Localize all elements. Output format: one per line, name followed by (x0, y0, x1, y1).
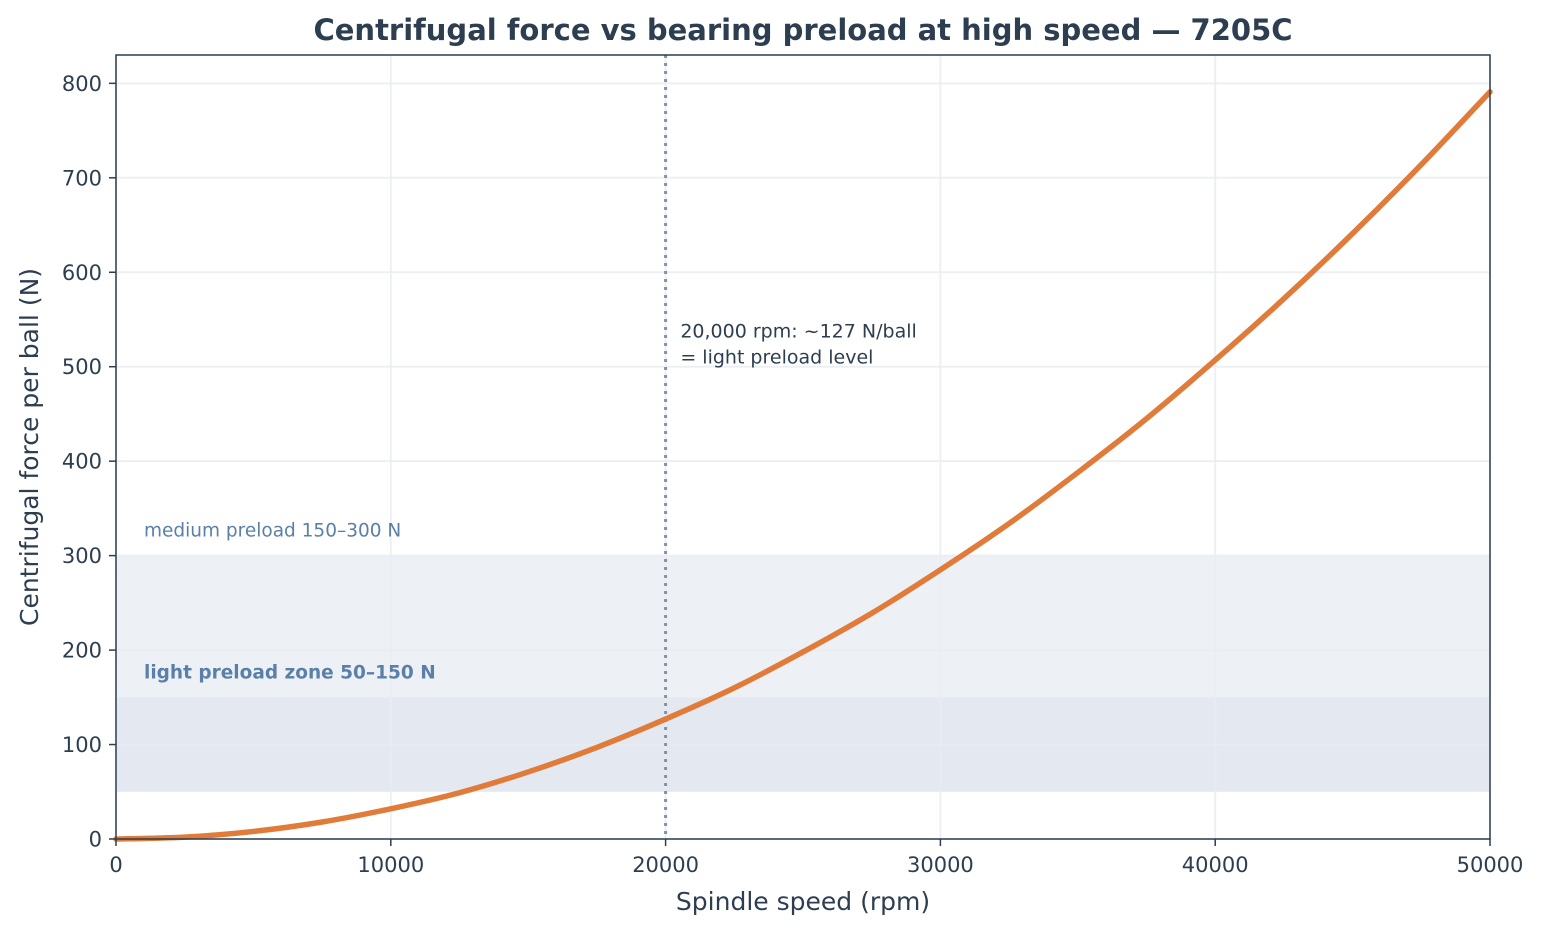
series-layer (113, 89, 1493, 842)
y-tick-label-3: 300 (62, 544, 102, 568)
x-tick-label-3: 30000 (907, 853, 974, 877)
x-tick-label-4: 40000 (1182, 853, 1249, 877)
annotation-line-0: 20,000 rpm: ~127 N/ball (680, 320, 916, 342)
y-axis-label: Centrifugal force per ball (N) (15, 268, 44, 626)
band-labels: medium preload 150–300 N light preload zo… (144, 521, 436, 684)
plot-frame (115, 54, 1491, 840)
annotation-layer: 20,000 rpm: ~127 N/ball = light preload l… (680, 320, 916, 368)
x-tick-label-1: 10000 (357, 853, 424, 877)
y-tick-label-6: 600 (62, 261, 102, 285)
band-label-1: light preload zone 50–150 N (144, 662, 436, 683)
chart-title: Centrifugal force vs bearing preload at … (313, 13, 1292, 47)
x-axis-ticks: 0 10000 20000 30000 40000 50000 (109, 839, 1523, 877)
y-tick-label-8: 800 (62, 72, 102, 96)
x-tick-label-5: 50000 (1457, 853, 1524, 877)
y-tick-label-5: 500 (62, 355, 102, 379)
band-label-0: medium preload 150–300 N (144, 521, 401, 542)
y-tick-label-7: 700 (62, 166, 102, 190)
y-tick-label-1: 100 (62, 733, 102, 757)
x-tick-label-0: 0 (109, 853, 122, 877)
y-axis-ticks: 0 100 200 300 400 500 600 700 800 (62, 72, 116, 852)
x-axis-label: Spindle speed (rpm) (676, 887, 930, 916)
preload-band-0 (116, 555, 1490, 698)
y-tick-label-4: 400 (62, 450, 102, 474)
series-line-0 (113, 89, 1493, 842)
y-tick-label-2: 200 (62, 639, 102, 663)
y-tick-label-0: 0 (89, 828, 102, 852)
x-tick-label-2: 20000 (632, 853, 699, 877)
annotation-line-1: = light preload level (680, 346, 873, 368)
